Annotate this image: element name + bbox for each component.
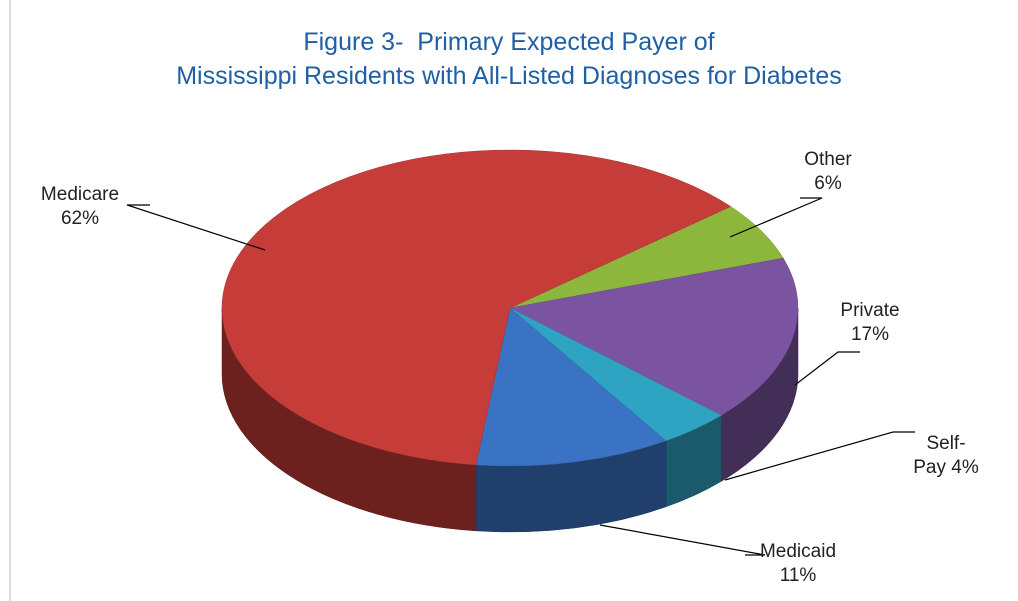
value-label: 17% xyxy=(850,324,890,345)
category-label: Medicaid xyxy=(759,541,837,562)
slice xyxy=(221,149,732,466)
chart-title: Figure 3- Primary Expected Payer of xyxy=(303,28,715,56)
leader-line xyxy=(724,431,915,481)
category-label: Other xyxy=(804,149,852,170)
category-label: Private xyxy=(840,300,900,321)
leader-line xyxy=(794,351,860,386)
data-label: Other 6% xyxy=(793,148,863,196)
slice xyxy=(509,257,799,416)
data-label: Private 17% xyxy=(835,299,905,347)
data-label: Medicare 62% xyxy=(30,183,130,231)
leader-line xyxy=(126,204,266,251)
slice xyxy=(475,307,667,467)
category-label: Medicare xyxy=(40,184,120,205)
value-label: 4% xyxy=(951,457,979,478)
leader-line xyxy=(599,524,766,556)
value-label: 6% xyxy=(814,173,842,194)
value-label: 11% xyxy=(779,565,817,586)
chart-subtitle: Mississippi Residents with All-Listed Di… xyxy=(176,62,842,90)
data-label: Self-Pay 4% xyxy=(912,432,980,480)
leader-line xyxy=(729,197,823,238)
category-label: Self-Pay xyxy=(913,433,966,478)
data-label: Medicaid 11% xyxy=(748,540,848,588)
value-label: 62% xyxy=(60,208,100,229)
